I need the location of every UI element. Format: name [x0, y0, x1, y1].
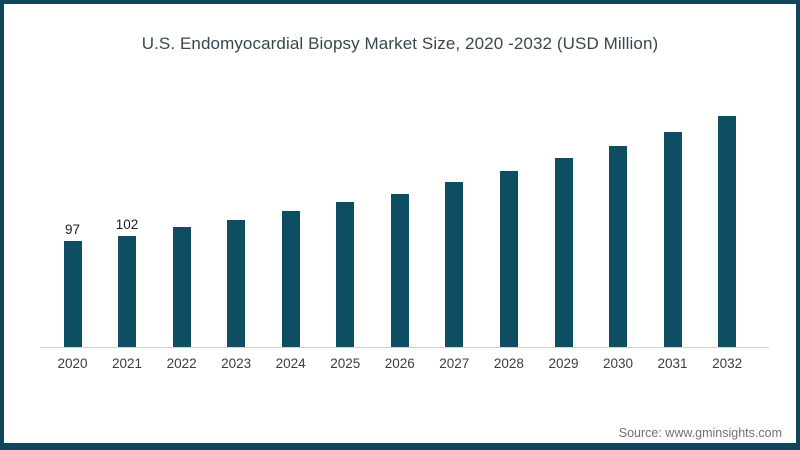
bar-value-label: 97: [64, 222, 81, 237]
x-axis-tick-label: 2031: [657, 356, 688, 371]
x-axis-tick-label: 2025: [330, 356, 361, 371]
bar-2021: [118, 236, 136, 347]
bar-2022: [172, 227, 191, 347]
x-axis-tick-label: 2020: [57, 356, 88, 371]
bar-2032: [718, 116, 737, 347]
bar-2024: [281, 211, 300, 347]
x-axis-line: [40, 347, 769, 348]
bar-2027: [445, 182, 464, 347]
x-axis-tick-label: 2021: [111, 356, 143, 371]
x-axis-tick-label: 2026: [384, 356, 415, 371]
x-axis-tick-label: 2023: [221, 356, 252, 371]
chart-title: U.S. Endomyocardial Biopsy Market Size, …: [141, 34, 659, 53]
bar-2030: [609, 146, 627, 347]
bar-2031: [663, 132, 682, 347]
bar-2023: [227, 220, 246, 347]
bar-2025: [336, 202, 355, 347]
bar-2029: [554, 158, 573, 347]
bar-2020: [63, 241, 82, 347]
x-axis-tick-label: 2030: [602, 356, 634, 371]
bar-value-label: 102: [115, 217, 139, 232]
x-axis-tick-label: 2028: [493, 356, 524, 371]
bar-2026: [390, 194, 409, 347]
bar-2028: [499, 171, 518, 347]
x-axis-tick-label: 2024: [275, 356, 306, 371]
source-attribution: Source: www.gminsights.com: [618, 426, 782, 440]
x-axis-tick-label: 2022: [166, 356, 197, 371]
x-axis-tick-label: 2027: [439, 356, 470, 371]
x-axis-tick-label: 2029: [548, 356, 579, 371]
x-axis-tick-label: 2032: [712, 356, 743, 371]
